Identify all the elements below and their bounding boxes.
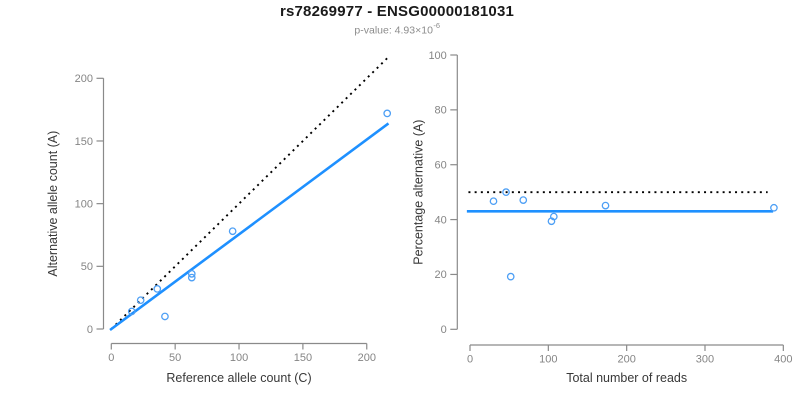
allele-counts-panel: 0 50 100 150 200 Reference allele count (C) 0 5… <box>46 56 392 385</box>
y-tick-label: 0 <box>87 324 93 336</box>
percentage-reads-panel: 0 100 200 300 400 Total number of reads 0 20 40 6… <box>412 50 793 385</box>
y-tick-label: 150 <box>75 136 93 148</box>
data-point <box>187 273 196 282</box>
x-tick-label: 200 <box>617 354 635 366</box>
y-tick-label: 20 <box>435 269 447 281</box>
x-tick-label: 0 <box>467 354 473 366</box>
y-axis: 0 50 100 150 200 Alternative allele count (A) <box>46 73 105 336</box>
y-tick-label: 50 <box>81 261 93 273</box>
x-tick-label: 300 <box>696 354 714 366</box>
data-point <box>383 109 392 118</box>
y-axis: 0 20 40 60 80 100 Percentage alternative (A) <box>412 50 458 336</box>
y-tick-label: 200 <box>75 73 93 85</box>
y-axis-title: Percentage alternative (A) <box>412 120 426 265</box>
data-points <box>127 109 392 321</box>
data-point <box>153 285 162 293</box>
x-tick-label: 100 <box>539 354 557 366</box>
x-tick-label: 0 <box>108 352 114 364</box>
y-tick-label: 100 <box>75 198 93 210</box>
data-point <box>187 269 196 278</box>
y-tick-label: 40 <box>435 214 447 226</box>
x-tick-label: 400 <box>774 354 792 366</box>
data-point <box>601 201 610 210</box>
fitted-proportion-line <box>109 122 390 332</box>
identity-expected-line <box>110 56 389 330</box>
x-tick-label: 200 <box>358 352 376 364</box>
data-point <box>489 197 498 206</box>
x-tick-label: 50 <box>169 352 181 364</box>
data-point <box>228 227 237 236</box>
x-axis-title: Total number of reads <box>566 371 687 385</box>
data-point <box>161 312 169 321</box>
y-tick-label: 100 <box>428 50 446 62</box>
y-tick-label: 0 <box>441 324 447 336</box>
data-point <box>506 272 515 281</box>
x-tick-label: 100 <box>230 352 248 364</box>
x-axis: 0 50 100 150 200 Reference allele count (C) <box>108 342 376 385</box>
data-point <box>502 188 510 196</box>
y-axis-title: Alternative allele count (A) <box>46 131 60 277</box>
data-point <box>136 296 145 305</box>
x-axis: 0 100 200 300 400 Total number of reads <box>467 344 792 385</box>
data-point <box>770 203 778 212</box>
y-tick-label: 60 <box>435 160 447 172</box>
data-point <box>127 307 136 316</box>
x-tick-label: 150 <box>294 352 312 364</box>
y-tick-label: 80 <box>435 105 447 117</box>
data-point <box>547 217 556 226</box>
x-axis-title: Reference allele count (C) <box>166 371 311 385</box>
data-point <box>519 196 528 204</box>
data-points <box>489 188 778 281</box>
